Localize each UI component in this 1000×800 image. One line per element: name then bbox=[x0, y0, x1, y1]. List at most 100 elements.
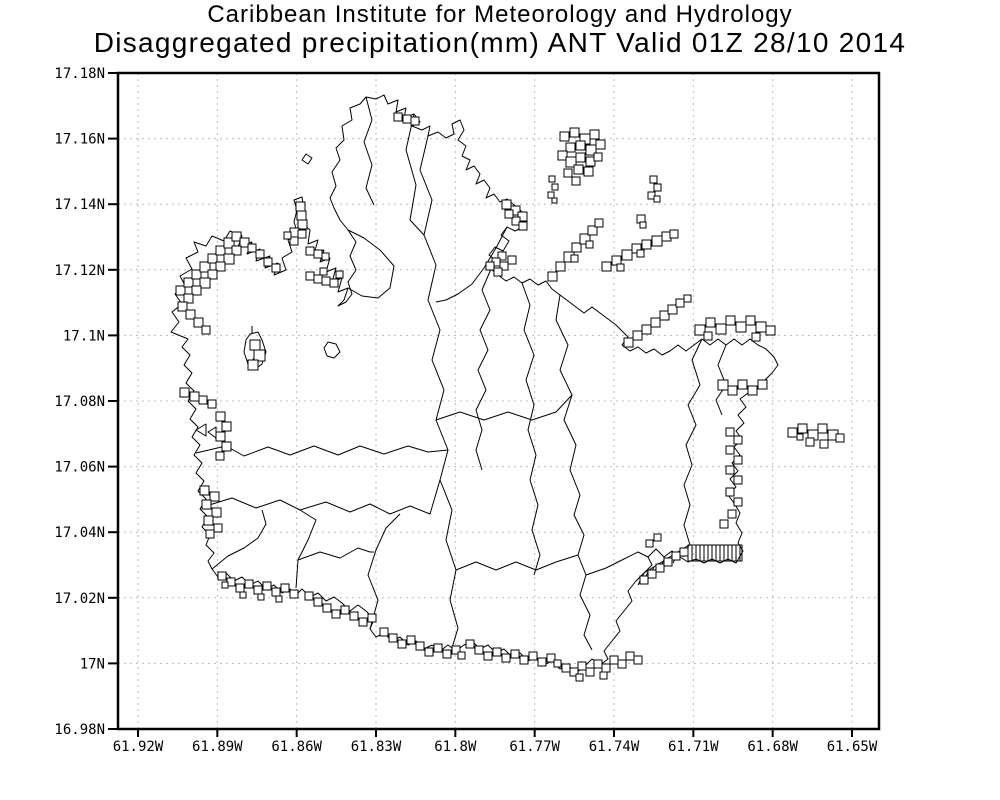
watershed-boundary-path bbox=[683, 338, 703, 546]
coastal-cell bbox=[667, 304, 678, 315]
coastal-cell bbox=[683, 294, 692, 303]
coastal-cell bbox=[223, 237, 235, 249]
coastal-cell bbox=[725, 487, 735, 497]
coastal-cell bbox=[671, 551, 681, 561]
watershed-boundary-path bbox=[435, 226, 508, 303]
coastal-cell bbox=[402, 114, 412, 124]
coastal-cell bbox=[577, 661, 587, 671]
coastal-cell bbox=[283, 231, 292, 240]
coastal-cell bbox=[653, 195, 661, 203]
coastal-cell bbox=[583, 166, 594, 177]
coastal-cell bbox=[397, 639, 407, 649]
coastal-cell bbox=[817, 423, 828, 434]
coastal-cell bbox=[221, 421, 232, 432]
coastal-cell bbox=[406, 635, 416, 645]
y-tick-label: 17.04N bbox=[54, 525, 105, 541]
coastal-cell bbox=[322, 603, 332, 613]
coastal-cell bbox=[493, 267, 503, 277]
x-tick-label: 61.71W bbox=[668, 739, 719, 755]
coastal-cell bbox=[207, 253, 218, 264]
coastal-cell bbox=[663, 557, 673, 567]
coastal-cell bbox=[199, 261, 211, 273]
coastal-cell bbox=[599, 671, 608, 680]
coastal-cell bbox=[547, 191, 555, 199]
coastal-cell bbox=[198, 395, 208, 405]
coastal-cell bbox=[835, 433, 845, 443]
coastal-cell bbox=[641, 324, 652, 335]
watershed-boundary-path bbox=[347, 229, 395, 299]
coastal-cell bbox=[297, 229, 307, 239]
coastal-cell bbox=[221, 581, 229, 589]
coastal-cell bbox=[653, 533, 662, 542]
coastal-cell bbox=[725, 445, 735, 455]
coastal-cell bbox=[751, 332, 761, 342]
x-tick-label: 61.74W bbox=[589, 739, 640, 755]
coastal-cell bbox=[244, 579, 254, 589]
coastal-cell bbox=[573, 164, 584, 175]
coastal-cell bbox=[518, 221, 528, 231]
coastal-cell bbox=[636, 249, 645, 258]
coastal-cell bbox=[393, 112, 403, 122]
coastal-cell bbox=[569, 127, 580, 138]
coastal-cell bbox=[177, 301, 188, 312]
watershed-boundary-path bbox=[297, 547, 374, 561]
coastal-cell bbox=[313, 274, 323, 284]
coastal-cell bbox=[217, 571, 227, 581]
coastal-cell bbox=[563, 168, 573, 178]
watershed-boundary-path bbox=[555, 294, 593, 651]
coastal-cell bbox=[275, 595, 283, 603]
coastal-cell bbox=[451, 645, 461, 655]
coastal-cell bbox=[593, 152, 603, 162]
y-tick-label: 17.1N bbox=[63, 328, 105, 344]
coastal-cell bbox=[571, 176, 581, 186]
watershed-boundary-path bbox=[455, 554, 579, 571]
coastal-cell bbox=[594, 218, 604, 228]
watershed-boundary-path bbox=[301, 153, 313, 165]
coastal-cell bbox=[757, 379, 768, 390]
coastal-cell bbox=[231, 231, 242, 242]
coastal-cell bbox=[633, 655, 643, 665]
x-tick-label: 61.83W bbox=[351, 739, 402, 755]
coastal-cell bbox=[319, 267, 328, 276]
coastal-cell bbox=[645, 539, 654, 548]
coastal-cell bbox=[504, 209, 514, 219]
coastal-cell bbox=[239, 237, 250, 248]
x-tick-label: 61.77W bbox=[509, 739, 560, 755]
coastal-cell bbox=[733, 475, 743, 485]
x-tick-label: 61.8W bbox=[434, 739, 477, 755]
coastal-cell bbox=[625, 651, 635, 661]
coastal-cell bbox=[215, 261, 226, 272]
coastal-cell bbox=[621, 249, 633, 261]
coastal-cell bbox=[424, 647, 434, 657]
coastal-cell bbox=[755, 321, 767, 333]
x-tick-label: 61.68W bbox=[747, 739, 798, 755]
coastal-cell bbox=[639, 221, 647, 229]
coastal-cell bbox=[694, 324, 706, 336]
coastal-cell bbox=[559, 131, 570, 142]
coastal-cell bbox=[519, 655, 529, 665]
coastal-cell bbox=[717, 379, 729, 391]
coastal-cell bbox=[601, 261, 612, 272]
coastal-cell bbox=[247, 359, 259, 371]
coastal-cell bbox=[255, 249, 265, 259]
coastal-cell bbox=[548, 175, 556, 183]
coastal-cell bbox=[340, 605, 350, 615]
coastal-cell bbox=[349, 611, 359, 621]
coastal-cell bbox=[189, 391, 200, 402]
coastal-cell bbox=[585, 240, 594, 249]
coastal-cell bbox=[647, 569, 657, 579]
coastal-cell bbox=[601, 663, 611, 673]
coastal-cell bbox=[725, 427, 735, 437]
coastal-cell bbox=[511, 216, 521, 226]
coastal-cell bbox=[679, 547, 689, 557]
figure-title: Caribbean Institute for Meteorology and … bbox=[0, 2, 1000, 58]
y-tick-label: 17.08N bbox=[54, 394, 105, 410]
coastal-cell bbox=[215, 431, 226, 442]
coastal-cell bbox=[796, 433, 804, 441]
coastal-cell bbox=[547, 271, 558, 282]
coastal-cell bbox=[211, 507, 222, 518]
watershed-boundary-path bbox=[195, 445, 449, 457]
coastal-cell bbox=[209, 491, 220, 502]
coastal-cell bbox=[501, 653, 511, 663]
